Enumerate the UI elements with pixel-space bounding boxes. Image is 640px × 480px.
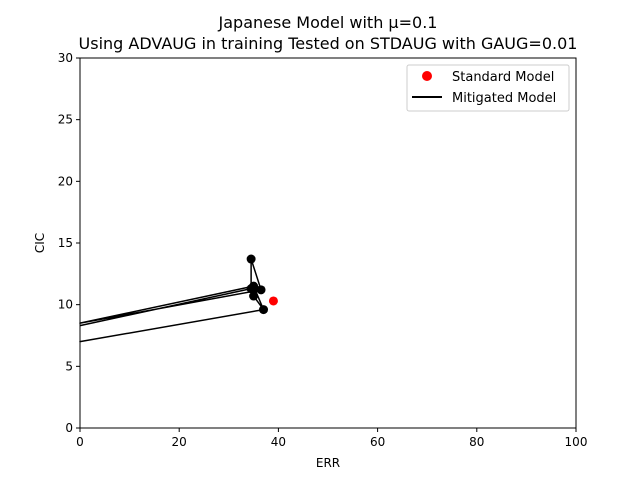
y-tick-label: 0 xyxy=(65,421,73,435)
mitigated-model-line xyxy=(79,258,265,343)
x-tick-label: 0 xyxy=(76,435,84,449)
x-tick-label: 80 xyxy=(469,435,484,449)
legend-box xyxy=(406,64,570,112)
x-axis: 0 20 40 60 80 100 xyxy=(76,428,587,449)
y-tick-label: 20 xyxy=(58,174,73,188)
y-tick-label: 25 xyxy=(58,113,73,127)
legend-standard-marker xyxy=(422,71,432,81)
x-tick-label: 40 xyxy=(271,435,286,449)
y-tick-label: 30 xyxy=(58,51,73,65)
y-axis-label: CIC xyxy=(33,233,47,253)
legend: Standard Model Mitigated Model xyxy=(406,64,570,112)
y-tick-label: 10 xyxy=(58,298,73,312)
mitigated-model-point xyxy=(256,285,266,295)
y-tick-label: 15 xyxy=(58,236,73,250)
y-axis: 0 5 10 15 20 25 30 xyxy=(58,51,80,435)
mitigated-model-point xyxy=(249,291,259,301)
plot-area xyxy=(79,254,278,343)
standard-model-point xyxy=(268,296,278,306)
x-axis-label: ERR xyxy=(316,456,340,470)
legend-mitigated-label: Mitigated Model xyxy=(452,91,556,106)
x-tick-label: 60 xyxy=(370,435,385,449)
legend-standard-label: Standard Model xyxy=(452,70,554,85)
chart-title-line1: Japanese Model with μ=0.1 xyxy=(218,13,438,32)
mitigated-model-point xyxy=(259,305,269,315)
x-tick-label: 100 xyxy=(565,435,588,449)
chart-title-line2: Using ADVAUG in training Tested on STDAU… xyxy=(79,34,578,53)
plot-frame xyxy=(79,57,577,429)
y-tick-label: 5 xyxy=(65,359,73,373)
x-tick-label: 20 xyxy=(172,435,187,449)
mitigated-model-point xyxy=(246,254,256,264)
